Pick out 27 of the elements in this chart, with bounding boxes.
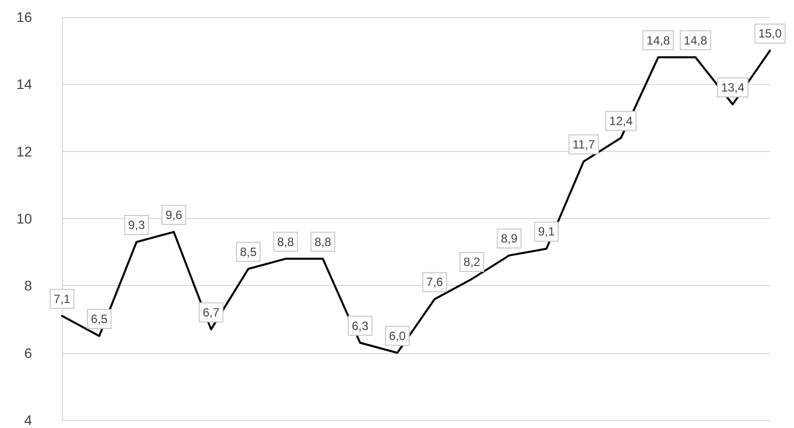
data-label: 6,0 <box>389 328 406 343</box>
data-label: 13,4 <box>721 80 745 94</box>
data-label: 8,2 <box>464 254 481 269</box>
y-tick-label: 12 <box>16 143 32 160</box>
data-label: 6,3 <box>352 318 369 333</box>
data-label: 8,5 <box>240 244 257 259</box>
data-label: 6,7 <box>202 305 220 320</box>
data-label: 9,3 <box>128 218 146 232</box>
data-label: 6,5 <box>90 312 108 326</box>
data-label: 9,6 <box>165 208 182 222</box>
data-label: 14,8 <box>646 33 670 48</box>
data-label: 8,8 <box>277 234 294 249</box>
data-label: 14,8 <box>684 33 708 48</box>
y-tick-label: 8 <box>24 278 32 294</box>
data-label: 7,1 <box>54 292 71 306</box>
data-label: 12,4 <box>609 114 633 128</box>
y-tick-label: 4 <box>24 412 32 428</box>
data-label: 7,6 <box>426 275 444 290</box>
data-label: 9,1 <box>538 224 556 239</box>
data-label: 11,7 <box>572 137 596 152</box>
data-label: 8,8 <box>314 234 332 249</box>
y-tick-label: 10 <box>16 210 32 226</box>
y-tick-label: 6 <box>24 344 32 361</box>
data-label: 15,0 <box>758 26 782 41</box>
y-tick-label: 16 <box>16 9 32 25</box>
data-label: 8,9 <box>500 231 518 246</box>
y-tick-label: 14 <box>16 76 32 92</box>
